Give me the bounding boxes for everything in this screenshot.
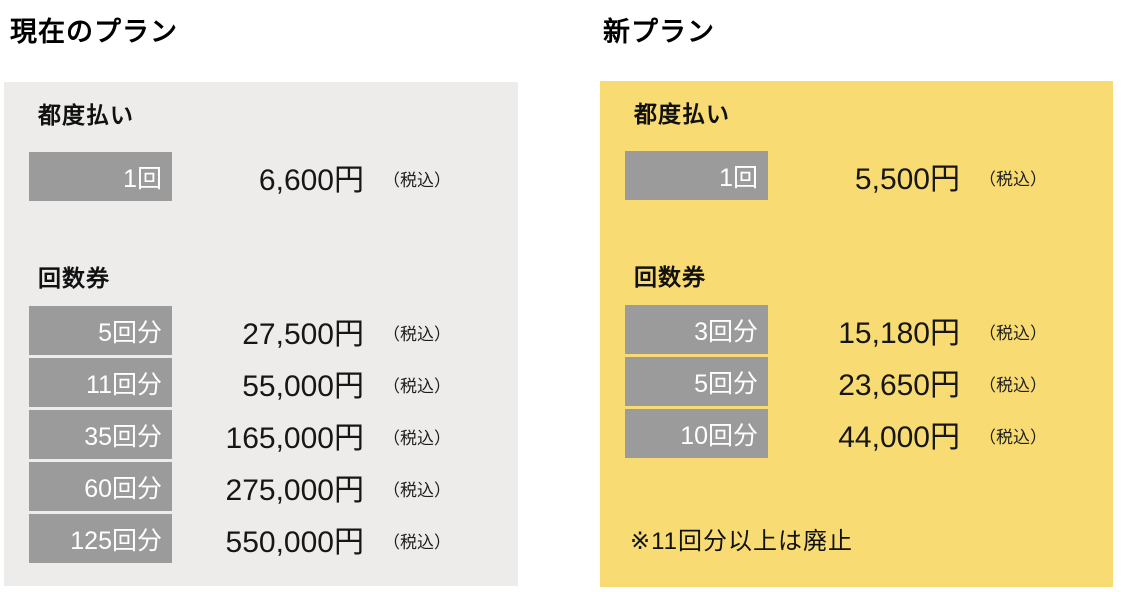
tax-label: （税込） [383, 429, 451, 448]
tax-label: （税込） [383, 377, 451, 396]
current-ticket-books-heading: 回数券 [38, 265, 110, 291]
tax-label: （税込） [979, 170, 1047, 189]
new-plan-title: 新プラン [603, 17, 715, 47]
current-plan-title: 現在のプラン [10, 17, 178, 47]
price-value: 27,500円 [242, 317, 364, 351]
price-value: 55,000円 [242, 369, 364, 403]
new-ticket-rows: 3回分 15,180円 （税込） 5回分 23,650円 （税込） 10回分 4… [625, 305, 1099, 458]
price-row: 35回分 165,000円 （税込） [29, 410, 504, 459]
price-row: 10回分 44,000円 （税込） [625, 409, 1099, 458]
price-row: 60回分 275,000円 （税込） [29, 462, 504, 511]
price-row: 1回 5,500円 （税込） [625, 151, 1099, 200]
new-pay-per-use-heading: 都度払い [634, 101, 730, 127]
count-badge: 11回分 [29, 358, 172, 407]
current-ticket-rows: 5回分 27,500円 （税込） 11回分 55,000円 （税込） 35回分 … [29, 306, 504, 563]
tax-label: （税込） [979, 324, 1047, 343]
price-value: 15,180円 [838, 316, 960, 350]
count-badge: 10回分 [625, 409, 768, 458]
price-value: 6,600円 [258, 163, 364, 197]
count-badge: 125回分 [29, 514, 172, 563]
tax-label: （税込） [383, 171, 451, 190]
count-badge: 5回分 [625, 357, 768, 406]
price-value: 165,000円 [225, 421, 364, 455]
count-badge: 60回分 [29, 462, 172, 511]
tax-label: （税込） [979, 428, 1047, 447]
price-value: 550,000円 [225, 525, 364, 559]
tax-label: （税込） [383, 533, 451, 552]
count-badge: 35回分 [29, 410, 172, 459]
count-badge: 1回 [625, 151, 768, 200]
price-row: 125回分 550,000円 （税込） [29, 514, 504, 563]
current-plan-panel: 都度払い 1回 6,600円 （税込） 回数券 5回分 27,500円 （税込）… [4, 82, 518, 586]
price-value: 5,500円 [854, 162, 960, 196]
tax-label: （税込） [383, 325, 451, 344]
price-value: 23,650円 [838, 368, 960, 402]
price-row: 1回 6,600円 （税込） [29, 152, 504, 201]
tax-label: （税込） [383, 481, 451, 500]
price-row: 11回分 55,000円 （税込） [29, 358, 504, 407]
discontinued-note: ※11回分以上は廃止 [630, 528, 854, 555]
price-value: 275,000円 [225, 473, 364, 507]
count-badge: 5回分 [29, 306, 172, 355]
count-badge: 3回分 [625, 305, 768, 354]
price-row: 5回分 27,500円 （税込） [29, 306, 504, 355]
count-badge: 1回 [29, 152, 172, 201]
new-ticket-books-heading: 回数券 [634, 264, 706, 290]
price-row: 3回分 15,180円 （税込） [625, 305, 1099, 354]
tax-label: （税込） [979, 376, 1047, 395]
price-row: 5回分 23,650円 （税込） [625, 357, 1099, 406]
current-pay-per-use-heading: 都度払い [38, 102, 134, 128]
new-plan-panel: 都度払い 1回 5,500円 （税込） 回数券 3回分 15,180円 （税込）… [600, 81, 1113, 587]
price-value: 44,000円 [838, 420, 960, 454]
